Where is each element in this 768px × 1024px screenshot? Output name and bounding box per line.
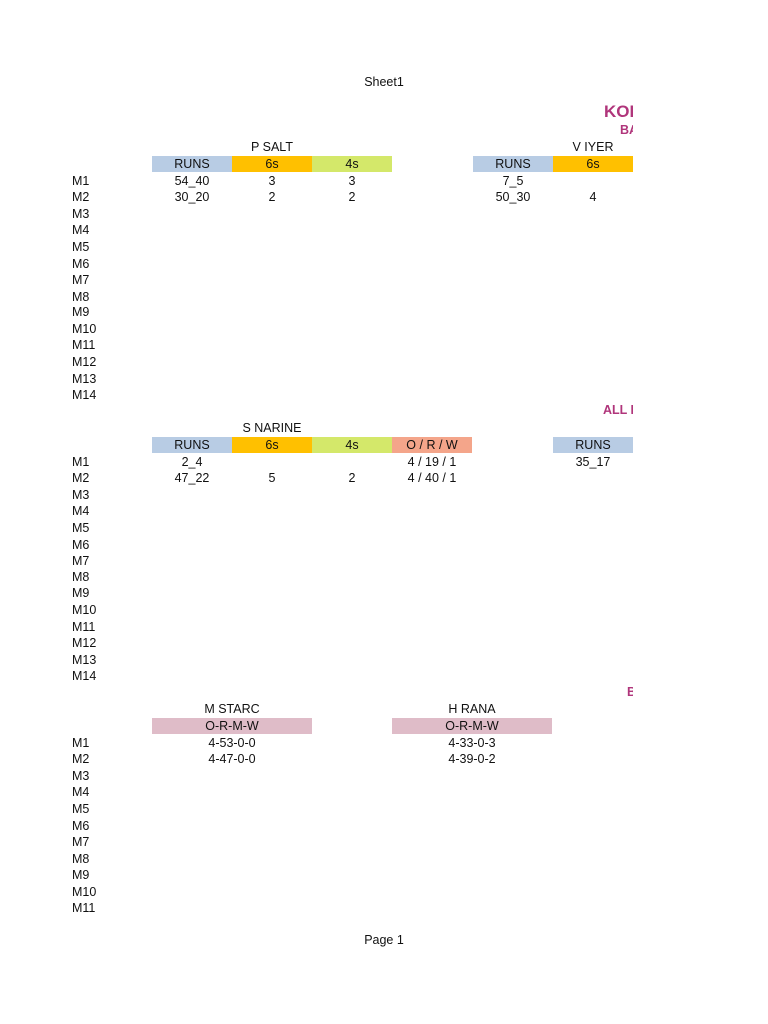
match-row-label: M10 bbox=[72, 885, 97, 899]
runs-header: RUNS bbox=[152, 156, 232, 172]
runs-header: RUNS bbox=[553, 437, 633, 453]
table-cell: 2 bbox=[348, 190, 356, 204]
match-row-label: M14 bbox=[72, 669, 97, 683]
table-cell: 5 bbox=[268, 471, 276, 485]
bowling-figures-header: O-R-M-W bbox=[152, 718, 312, 734]
match-row-label: M1 bbox=[72, 736, 90, 750]
sixes-header: 6s bbox=[232, 437, 312, 453]
match-row-label: M7 bbox=[72, 273, 90, 287]
match-row-label: M2 bbox=[72, 190, 90, 204]
match-row-label: M6 bbox=[72, 257, 90, 271]
table-cell: 3 bbox=[268, 174, 276, 188]
orw-header: O / R / W bbox=[392, 437, 472, 453]
player-name: V IYER bbox=[572, 140, 614, 154]
section-title-batters: BA bbox=[620, 123, 633, 137]
match-row-label: M11 bbox=[72, 901, 96, 915]
table-cell: 4-33-0-3 bbox=[448, 736, 496, 750]
fours-header: 4s bbox=[312, 437, 392, 453]
match-row-label: M10 bbox=[72, 603, 97, 617]
player-name: S NARINE bbox=[242, 421, 302, 435]
table-cell: 2_4 bbox=[181, 455, 203, 469]
match-row-label: M9 bbox=[72, 586, 90, 600]
table-cell: 2 bbox=[268, 190, 276, 204]
match-row-label: M9 bbox=[72, 305, 90, 319]
table-cell: 35_17 bbox=[575, 455, 611, 469]
match-row-label: M3 bbox=[72, 769, 90, 783]
runs-header: RUNS bbox=[473, 156, 553, 172]
match-row-label: M8 bbox=[72, 852, 90, 866]
match-row-label: M11 bbox=[72, 338, 96, 352]
match-row-label: M10 bbox=[72, 322, 97, 336]
match-row-label: M5 bbox=[72, 521, 90, 535]
match-row-label: M8 bbox=[72, 570, 90, 584]
match-row-label: M3 bbox=[72, 207, 90, 221]
match-row-label: M14 bbox=[72, 388, 97, 402]
match-row-label: M4 bbox=[72, 223, 90, 237]
match-row-label: M11 bbox=[72, 620, 96, 634]
match-row-label: M1 bbox=[72, 174, 90, 188]
match-row-label: M2 bbox=[72, 752, 90, 766]
bowling-figures-header: O-R-M-W bbox=[392, 718, 552, 734]
table-cell: 30_20 bbox=[174, 190, 210, 204]
table-cell: 4 / 19 / 1 bbox=[407, 455, 457, 469]
table-cell: 4-39-0-2 bbox=[448, 752, 496, 766]
table-cell: 7_5 bbox=[502, 174, 524, 188]
player-name: P SALT bbox=[251, 140, 293, 154]
fours-header: 4s bbox=[312, 156, 392, 172]
sheet-title: Sheet1 bbox=[364, 75, 404, 89]
match-row-label: M2 bbox=[72, 471, 90, 485]
table-cell: 4 bbox=[589, 190, 597, 204]
match-row-label: M4 bbox=[72, 504, 90, 518]
match-row-label: M1 bbox=[72, 455, 90, 469]
table-cell: 4-53-0-0 bbox=[208, 736, 256, 750]
match-row-label: M9 bbox=[72, 868, 90, 882]
table-cell: 54_40 bbox=[174, 174, 210, 188]
match-row-label: M8 bbox=[72, 290, 90, 304]
match-row-label: M13 bbox=[72, 372, 97, 386]
table-cell: 2 bbox=[348, 471, 356, 485]
match-row-label: M12 bbox=[72, 636, 97, 650]
match-row-label: M13 bbox=[72, 653, 97, 667]
player-name: M STARC bbox=[204, 702, 260, 716]
table-cell: 3 bbox=[348, 174, 356, 188]
match-row-label: M4 bbox=[72, 785, 90, 799]
sheet-content: KOL BA ALL R B P SALT RUNS 6s 4s 54_40 3… bbox=[72, 102, 633, 915]
page-footer: Page 1 bbox=[364, 933, 404, 947]
match-row-label: M5 bbox=[72, 240, 90, 254]
match-row-label: M6 bbox=[72, 819, 90, 833]
table-cell: 50_30 bbox=[495, 190, 531, 204]
section-title-all-rounders: ALL R bbox=[603, 403, 633, 417]
match-row-label: M12 bbox=[72, 355, 97, 369]
match-row-label: M7 bbox=[72, 835, 90, 849]
sixes-header: 6s bbox=[232, 156, 312, 172]
player-name: H RANA bbox=[448, 702, 496, 716]
match-row-label: M6 bbox=[72, 538, 90, 552]
table-cell: 4-47-0-0 bbox=[208, 752, 256, 766]
match-row-label: M3 bbox=[72, 488, 90, 502]
section-title-bowlers: B bbox=[627, 685, 633, 699]
table-cell: 4 / 40 / 1 bbox=[407, 471, 457, 485]
sixes-header: 6s bbox=[553, 156, 633, 172]
match-row-label: M7 bbox=[72, 554, 90, 568]
table-cell: 47_22 bbox=[174, 471, 210, 485]
match-row-label: M5 bbox=[72, 802, 90, 816]
runs-header: RUNS bbox=[152, 437, 232, 453]
section-title-main: KOL bbox=[604, 102, 633, 121]
